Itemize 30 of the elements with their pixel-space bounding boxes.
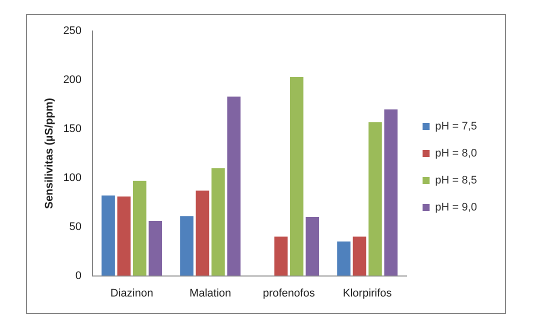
bar — [102, 196, 115, 276]
y-tick-label: 0 — [75, 270, 82, 282]
bar — [227, 96, 241, 276]
legend-label: pH = 8,0 — [435, 148, 477, 160]
y-tick-label: 200 — [63, 74, 82, 86]
bar — [148, 220, 162, 276]
bar — [117, 196, 131, 276]
legend-label: pH = 7,5 — [435, 120, 477, 133]
bar — [352, 236, 366, 276]
legend-label: pH = 9,0 — [435, 202, 477, 214]
bar — [337, 242, 350, 276]
legend-label: pH = 8,5 — [435, 174, 477, 187]
bar — [132, 180, 146, 276]
bar — [180, 216, 194, 276]
bar — [368, 122, 382, 276]
bar — [306, 217, 320, 276]
y-axis-title: Sensilivitas (µS/ppm) — [44, 98, 56, 209]
x-tick-label: Klorpirifos — [342, 287, 392, 300]
bar — [196, 190, 210, 276]
y-tick-label: 50 — [69, 220, 82, 233]
x-tick-label: profenofos — [262, 287, 316, 300]
y-tick-label: 250 — [63, 25, 82, 38]
bar — [290, 77, 304, 276]
bar — [384, 109, 398, 276]
y-tick-label: 100 — [63, 172, 82, 184]
x-tick-label: Diazinon — [110, 287, 154, 300]
x-tick-label: Malation — [190, 287, 232, 300]
bar — [274, 236, 288, 276]
bar — [212, 168, 225, 276]
y-tick-label: 150 — [63, 122, 82, 135]
